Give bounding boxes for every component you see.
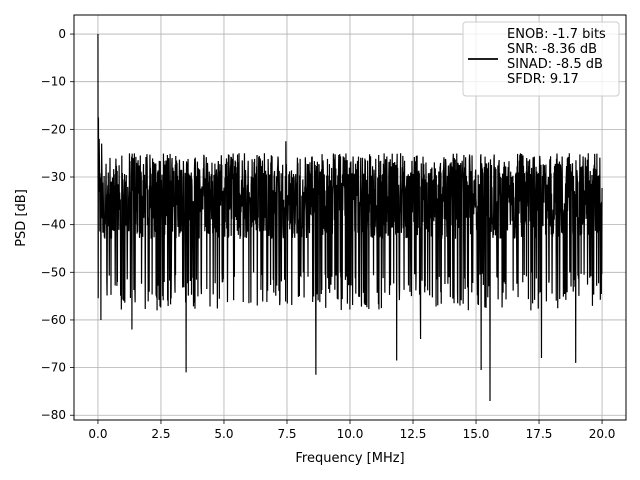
y-tick-label: −70	[41, 361, 66, 375]
y-tick-label: −30	[41, 170, 66, 184]
legend-snr: SNR: -8.36 dB	[507, 42, 597, 57]
legend-enob: ENOB: -1.7 bits	[507, 27, 606, 42]
y-axis-label: PSD [dB]	[14, 189, 29, 247]
plot-area	[97, 34, 603, 401]
x-axis-ticks: 0.0 2.5 5.0 7.5 10.0 12.5 15.0 17.5 20.0	[88, 420, 615, 441]
y-tick-label: −80	[41, 408, 66, 422]
y-tick-label: −10	[41, 75, 66, 89]
legend-sinad: SINAD: -8.5 dB	[507, 57, 603, 72]
x-axis-label: Frequency [MHz]	[295, 451, 404, 466]
y-tick-label: −40	[41, 218, 66, 232]
x-tick-label: 5.0	[214, 427, 233, 441]
y-tick-label: −20	[41, 122, 66, 136]
y-tick-label: 0	[58, 27, 66, 41]
x-tick-label: 17.5	[526, 427, 553, 441]
x-tick-label: 15.0	[463, 427, 490, 441]
x-tick-label: 0.0	[88, 427, 107, 441]
y-axis-ticks: 0 −10 −20 −30 −40 −50 −60 −70 −80	[41, 27, 74, 422]
x-tick-label: 12.5	[400, 427, 427, 441]
x-tick-label: 10.0	[337, 427, 364, 441]
x-tick-label: 20.0	[589, 427, 616, 441]
x-tick-label: 7.5	[277, 427, 296, 441]
y-tick-label: −60	[41, 313, 66, 327]
legend: ENOB: -1.7 bits SNR: -8.36 dB SINAD: -8.…	[462, 21, 620, 97]
legend-box	[462, 21, 620, 97]
psd-trace	[97, 34, 603, 401]
y-tick-label: −50	[41, 265, 66, 279]
legend-sfdr: SFDR: 9.17	[507, 72, 579, 87]
x-tick-label: 2.5	[151, 427, 170, 441]
